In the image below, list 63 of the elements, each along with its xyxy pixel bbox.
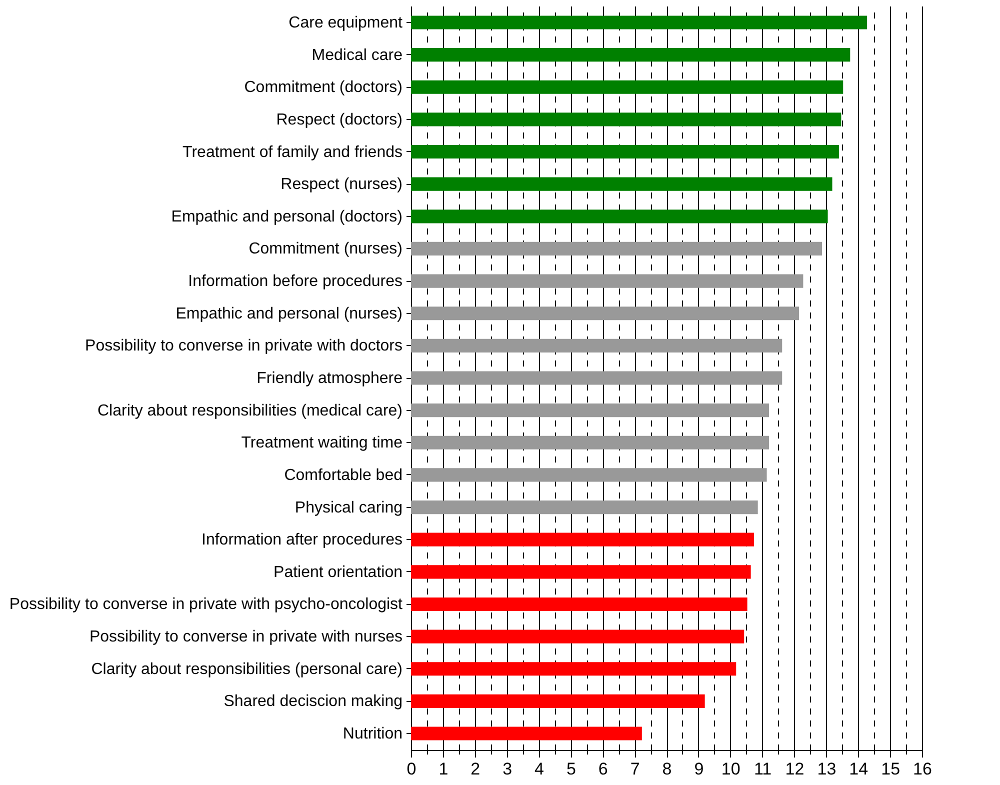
x-tick-label: 9 (694, 760, 704, 778)
x-tick-label: 4 (534, 760, 544, 778)
y-tick-label: Commitment (nurses) (248, 240, 402, 258)
y-tick-label: Clarity about responsibilities (medical care) (97, 402, 402, 420)
y-tick-label: Empathic and personal (doctors) (171, 208, 402, 226)
x-tick-label: 10 (721, 760, 740, 778)
y-tick-label: Possibility to converse in private with nurses (89, 628, 402, 646)
y-tick-label: Comfortable bed (284, 466, 402, 484)
x-tick-label: 11 (754, 760, 772, 778)
bar (411, 80, 844, 94)
y-tick-label: Information after procedures (202, 532, 402, 549)
bar (411, 565, 751, 579)
y-tick-label: Friendly atmosphere (256, 370, 403, 387)
y-tick-label: Information before procedures (188, 273, 402, 290)
bar (411, 177, 832, 191)
x-tick-label: 14 (849, 760, 868, 778)
bar (411, 436, 770, 450)
bar (411, 48, 850, 62)
x-tick-label: 8 (662, 760, 672, 778)
bar (411, 726, 642, 740)
y-tick-label: Shared deciscion making (224, 693, 402, 710)
y-tick-label: Physical caring (294, 499, 402, 516)
bar (411, 694, 705, 708)
y-tick-label: Care equipment (288, 14, 404, 32)
bar (411, 597, 748, 612)
y-tick-label: Patient orientation (274, 564, 402, 581)
x-tick-label: 12 (785, 760, 804, 778)
x-tick-label: 1 (438, 760, 448, 778)
bar (411, 662, 736, 676)
bar (411, 144, 839, 159)
y-tick-label: Treatment of family and friends (182, 144, 402, 161)
bar (411, 306, 800, 320)
y-tick-label: Nutrition (342, 726, 402, 743)
bar (411, 210, 828, 224)
y-tick-label: Treatment waiting time (241, 434, 403, 452)
bar (411, 16, 868, 30)
x-tick-label: 13 (817, 760, 836, 778)
y-tick-label: Possibility to converse in private with psycho-oncologist (9, 596, 404, 614)
y-tick-label: Commitment (doctors) (244, 79, 402, 96)
bar (411, 274, 804, 288)
bar (411, 532, 754, 546)
bar (411, 112, 842, 126)
bar (411, 500, 758, 514)
y-tick-label: Respect (nurses) (280, 176, 402, 194)
x-tick-label: 16 (913, 760, 932, 778)
y-tick-label: Possibility to converse in private with doctors (85, 338, 402, 355)
x-tick-label: 15 (881, 760, 900, 778)
bar (411, 468, 767, 482)
bar (411, 242, 822, 256)
y-tick-label: Empathic and personal (nurses) (176, 305, 402, 322)
bar (411, 404, 770, 418)
y-tick-label: Medical care (312, 46, 403, 64)
y-tick-label: Respect (doctors) (276, 111, 402, 128)
bar (411, 338, 782, 352)
x-tick-label: 6 (598, 760, 608, 778)
x-tick-label: 3 (502, 760, 512, 778)
x-tick-label: 5 (566, 760, 576, 778)
x-tick-label: 2 (470, 760, 480, 778)
bar (411, 371, 782, 385)
y-tick-label: Clarity about responsibilities (personal care) (91, 660, 402, 678)
x-tick-label: 0 (406, 760, 416, 778)
bar (411, 630, 744, 644)
x-tick-label: 7 (630, 760, 640, 778)
